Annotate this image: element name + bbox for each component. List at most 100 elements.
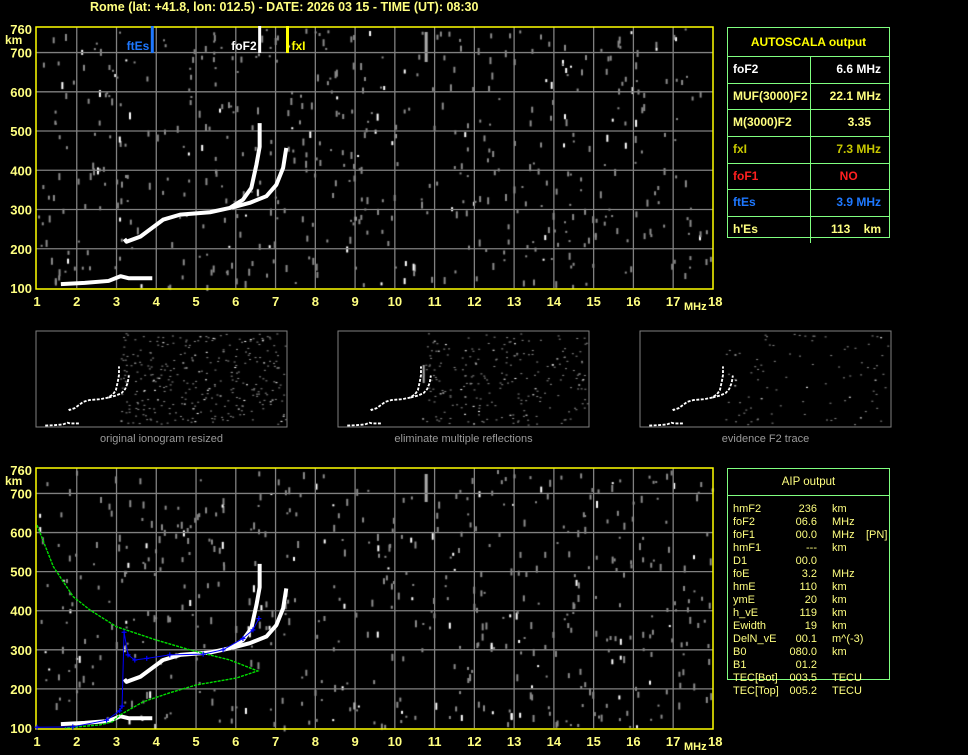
aip-row: hmE 110 km	[733, 581, 893, 594]
x-tick-label: 10	[388, 734, 402, 749]
aip-value: 005.2	[789, 685, 817, 697]
aip-value: 236	[798, 503, 817, 515]
x-tick-label: 13	[507, 294, 521, 309]
x-tick-label: 9	[351, 294, 358, 309]
x-tick-label: 17	[666, 734, 680, 749]
aip-row: TEC[Top] 005.2 TECU	[733, 685, 893, 698]
x-tick-label: 8	[312, 294, 319, 309]
x-unit-label: MHz	[684, 301, 707, 313]
y-tick-label: 500	[10, 565, 32, 580]
aip-unit: km	[832, 503, 847, 515]
x-tick-label: 5	[192, 294, 199, 309]
thumbnail-caption-eliminate: eliminate multiple reflections	[394, 433, 533, 445]
autoscala-value: NO	[839, 168, 881, 183]
aip-row: DelN_vE 00.1 m^(-3)	[733, 633, 893, 646]
x-tick-label: 11	[428, 734, 442, 749]
thumbnail-trace-o	[68, 366, 120, 412]
aip-value: 00.1	[795, 633, 817, 645]
autoscala-param: foF1	[728, 163, 811, 190]
x-tick-label: 7	[272, 734, 279, 749]
thumbnail-frame	[337, 330, 590, 428]
y-tick-label: 100	[10, 281, 32, 296]
echo-trace-x	[231, 588, 289, 650]
x-tick-label: 16	[626, 734, 640, 749]
aip-param: hmF2	[733, 503, 762, 515]
autoscala-title: AUTOSCALA output	[728, 28, 889, 57]
autoscala-param: M(3000)F2	[728, 110, 811, 137]
thumbnail-trace-x	[108, 375, 130, 399]
aip-param: hmF1	[733, 542, 762, 554]
aip-param: DelN_vE	[733, 633, 777, 645]
x-tick-label: 12	[467, 734, 481, 749]
autoscala-param: ftEs	[728, 190, 811, 217]
thumbnail-frame	[35, 330, 288, 428]
aip-output-panel: AIP output	[727, 468, 890, 680]
x-tick-label: 16	[626, 294, 640, 309]
aip-param: TEC[Top]	[733, 685, 779, 697]
x-tick-label: 15	[586, 294, 600, 309]
aip-param: D1	[733, 555, 748, 567]
marker-label-fof2: foF2	[231, 39, 257, 53]
y-tick-label: 760	[10, 22, 32, 37]
y-tick-label: 200	[10, 242, 32, 257]
thumbnail-trace-group	[347, 366, 432, 427]
aip-unit: km	[832, 607, 847, 619]
y-tick-label: 500	[10, 124, 32, 139]
x-tick-label: 11	[428, 294, 442, 309]
thumbnail-trace-group	[649, 366, 734, 427]
aip-unit: km	[832, 646, 847, 658]
plot-frame	[35, 467, 714, 730]
aip-value: 119	[799, 607, 817, 619]
aip-unit: MHz	[832, 516, 855, 528]
x-tick-label: 14	[547, 734, 562, 749]
autoscala-param: MUF(3000)F2	[728, 83, 811, 110]
autoscala-param: fxI	[728, 137, 811, 163]
thumbnail-trace-o	[370, 366, 422, 412]
autoscala-row-hes: h'Es 113 km	[728, 217, 889, 243]
aip-unit: MHz	[832, 529, 855, 541]
x-tick-label: 2	[73, 294, 80, 309]
electron-density-profile-line	[36, 524, 260, 729]
aip-row: B1 01.2	[733, 659, 893, 672]
echo-trace-Es	[60, 714, 153, 727]
x-tick-label: 14	[547, 294, 562, 309]
aip-param: h_vE	[733, 607, 759, 619]
aip-value: 00.0	[795, 555, 817, 567]
autoscala-value: 22.1 MHz	[829, 88, 881, 103]
y-tick-label: 300	[10, 203, 32, 218]
aip-row: foF1 00.0 MHz [PN]	[733, 529, 893, 542]
aip-title: AIP output	[728, 469, 889, 496]
x-tick-label: 1	[33, 294, 40, 309]
y-tick-label: 400	[10, 604, 32, 619]
x-tick-label: 2	[73, 734, 80, 749]
aip-param: TEC[Bot]	[733, 672, 778, 684]
aip-row: Ewidth 19 km	[733, 620, 893, 633]
x-tick-label: 4	[153, 294, 161, 309]
x-tick-label: 17	[666, 294, 680, 309]
autoscala-row-muf3000f2: MUF(3000)F2 22.1 MHz	[728, 83, 889, 111]
x-tick-label: 9	[351, 734, 358, 749]
aip-row: h_vE 119 km	[733, 607, 893, 620]
x-tick-label: 12	[467, 294, 481, 309]
autoscala-row-fof1: foF1 NO	[728, 163, 889, 191]
x-tick-label: 5	[192, 734, 199, 749]
autoscala-row-ftes: ftEs 3.9 MHz	[728, 190, 889, 218]
autoscala-value: 3.9 MHz	[836, 195, 881, 210]
aip-param: foE	[733, 568, 750, 580]
y-tick-label: 400	[10, 163, 32, 178]
aip-value: 110	[799, 581, 817, 593]
aip-param: ymE	[733, 594, 755, 606]
aip-row: B0 080.0 km	[733, 646, 893, 659]
autoscala-value: 3.35	[847, 115, 881, 130]
aip-unit: km	[832, 581, 847, 593]
y-unit-label: km	[5, 33, 22, 47]
x-tick-label: 6	[232, 734, 239, 749]
aip-row: TEC[Bot] 003.5 TECU	[733, 672, 893, 685]
autoscala-row-m3000f2: M(3000)F2 3.35	[728, 110, 889, 138]
marker-label-ftes: ftEs	[127, 39, 150, 53]
y-tick-label: 700	[10, 486, 32, 501]
y-unit-label: km	[5, 474, 22, 488]
aip-unit: km	[832, 542, 847, 554]
